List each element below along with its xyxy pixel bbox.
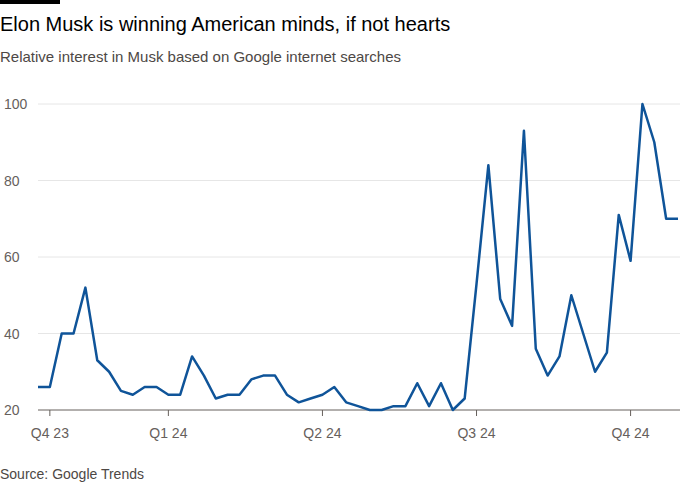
chart-root: Elon Musk is winning American minds, if … — [0, 0, 700, 500]
x-tick — [476, 410, 477, 416]
x-tick-label: Q2 24 — [303, 425, 341, 441]
grid-line — [38, 257, 680, 258]
x-tick-label: Q4 23 — [31, 425, 69, 441]
x-tick-label: Q4 24 — [612, 425, 650, 441]
y-tick-label: 80 — [4, 173, 20, 189]
subtitle: Relative interest in Musk based on Googl… — [0, 48, 401, 65]
chart-svg: Elon Musk is winning American minds, if … — [0, 0, 700, 500]
series-line — [38, 104, 678, 410]
baseline — [38, 410, 680, 411]
source: Source: Google Trends — [0, 466, 144, 482]
x-tick — [49, 410, 50, 416]
title: Elon Musk is winning American minds, if … — [0, 13, 450, 35]
grid-line — [38, 104, 680, 105]
y-tick-label: 100 — [4, 96, 28, 112]
y-tick-label: 20 — [4, 402, 20, 418]
y-tick-label: 60 — [4, 249, 20, 265]
x-tick — [168, 410, 169, 416]
plot-area — [38, 104, 678, 410]
x-tick — [322, 410, 323, 416]
grid-line — [38, 180, 680, 181]
y-tick-label: 40 — [4, 326, 20, 342]
brand-bar — [0, 0, 60, 4]
x-tick-label: Q3 24 — [457, 425, 495, 441]
x-tick — [630, 410, 631, 416]
x-tick-label: Q1 24 — [149, 425, 187, 441]
